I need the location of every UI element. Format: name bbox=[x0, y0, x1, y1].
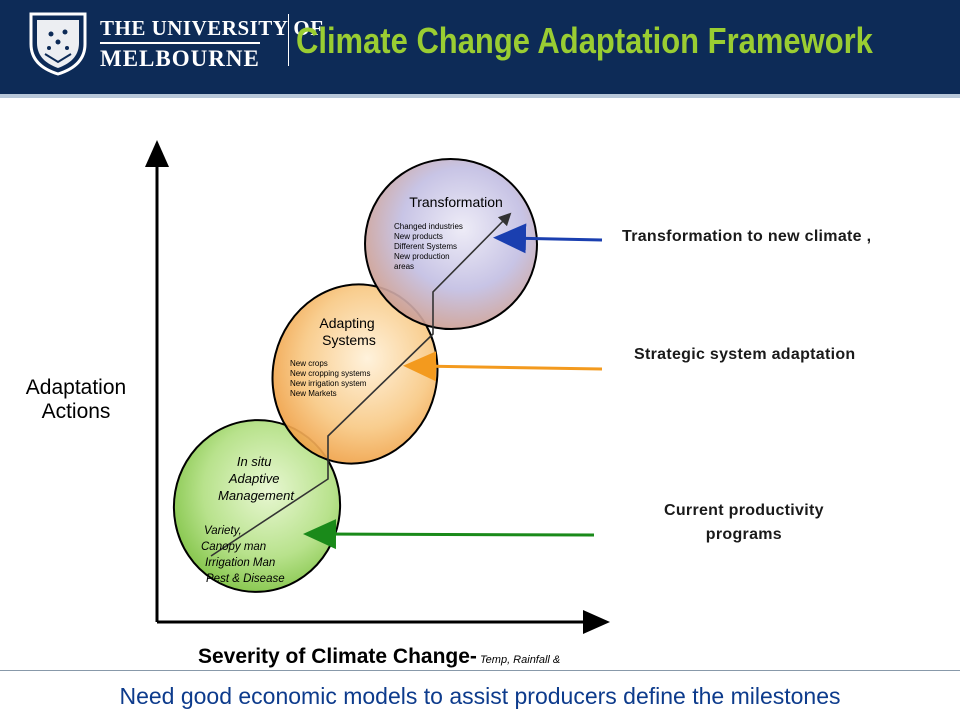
logo-rule bbox=[100, 42, 260, 44]
in-situ-title-line1: In situ bbox=[237, 454, 272, 469]
footer-rule bbox=[0, 670, 960, 671]
university-crest-icon bbox=[29, 12, 87, 76]
in-situ-items: Variety, Canopy man Irrigation Man Pest … bbox=[201, 525, 285, 585]
adapting-item: New irrigation system bbox=[290, 379, 367, 388]
stage-ellipse-transformation bbox=[364, 157, 538, 331]
adapting-item: New crops bbox=[290, 359, 328, 368]
x-axis-label: Severity of Climate Change- Temp, Rainfa… bbox=[198, 645, 560, 669]
in-situ-item: Variety, bbox=[204, 525, 242, 537]
annotation-strategic: Strategic system adaptation bbox=[634, 346, 856, 363]
strategic-arrow bbox=[403, 351, 603, 382]
university-name-line2: MELBOURNE bbox=[100, 46, 260, 71]
header-divider bbox=[288, 14, 289, 66]
adapting-item: New Markets bbox=[290, 389, 337, 398]
transformation-item: areas bbox=[394, 262, 414, 271]
annotation-transformation: Transformation to new climate , bbox=[622, 228, 872, 245]
footer-message: Need good economic models to assist prod… bbox=[119, 683, 841, 709]
in-situ-item: Irrigation Man bbox=[205, 557, 275, 569]
in-situ-title: In situ Adaptive Management bbox=[218, 454, 295, 503]
adapting-title-line2: Systems bbox=[322, 332, 376, 348]
transformation-items: Changed industries New products Differen… bbox=[394, 222, 463, 271]
adapting-systems-title: Adapting Systems bbox=[319, 315, 378, 348]
x-axis-label-main: Severity of Climate Change- bbox=[198, 645, 477, 668]
transformation-item: New products bbox=[394, 232, 443, 241]
slide-title: Climate Change Adaptation Framework bbox=[296, 20, 873, 61]
y-axis-label: Adaptation Actions bbox=[25, 376, 127, 423]
adaptation-pathway bbox=[210, 212, 512, 557]
transformation-arrow bbox=[493, 223, 603, 254]
x-axis-label-suffix: Temp, Rainfall & bbox=[476, 654, 561, 666]
transformation-title: Transformation bbox=[409, 194, 503, 210]
stage-ellipse-in-situ bbox=[172, 419, 342, 593]
transformation-item: New production bbox=[394, 252, 450, 261]
in-situ-title-line3: Management bbox=[218, 488, 295, 503]
in-situ-title-line2: Adaptive bbox=[228, 471, 280, 486]
transformation-item: Different Systems bbox=[394, 242, 457, 251]
university-name-line1: THE UNIVERSITY OF bbox=[100, 16, 324, 40]
productivity-arrow bbox=[303, 519, 595, 550]
adapting-title-line1: Adapting bbox=[319, 315, 374, 331]
in-situ-item: Pest & Disease bbox=[206, 573, 285, 585]
adapting-item: New cropping systems bbox=[290, 369, 370, 378]
in-situ-item: Canopy man bbox=[201, 541, 266, 553]
header-bar: THE UNIVERSITY OF MELBOURNE Climate Chan… bbox=[0, 0, 960, 98]
transformation-item: Changed industries bbox=[394, 222, 463, 231]
annotation-productivity: Current productivity programs bbox=[664, 502, 824, 543]
adapting-items: New crops New cropping systems New irrig… bbox=[290, 359, 370, 398]
